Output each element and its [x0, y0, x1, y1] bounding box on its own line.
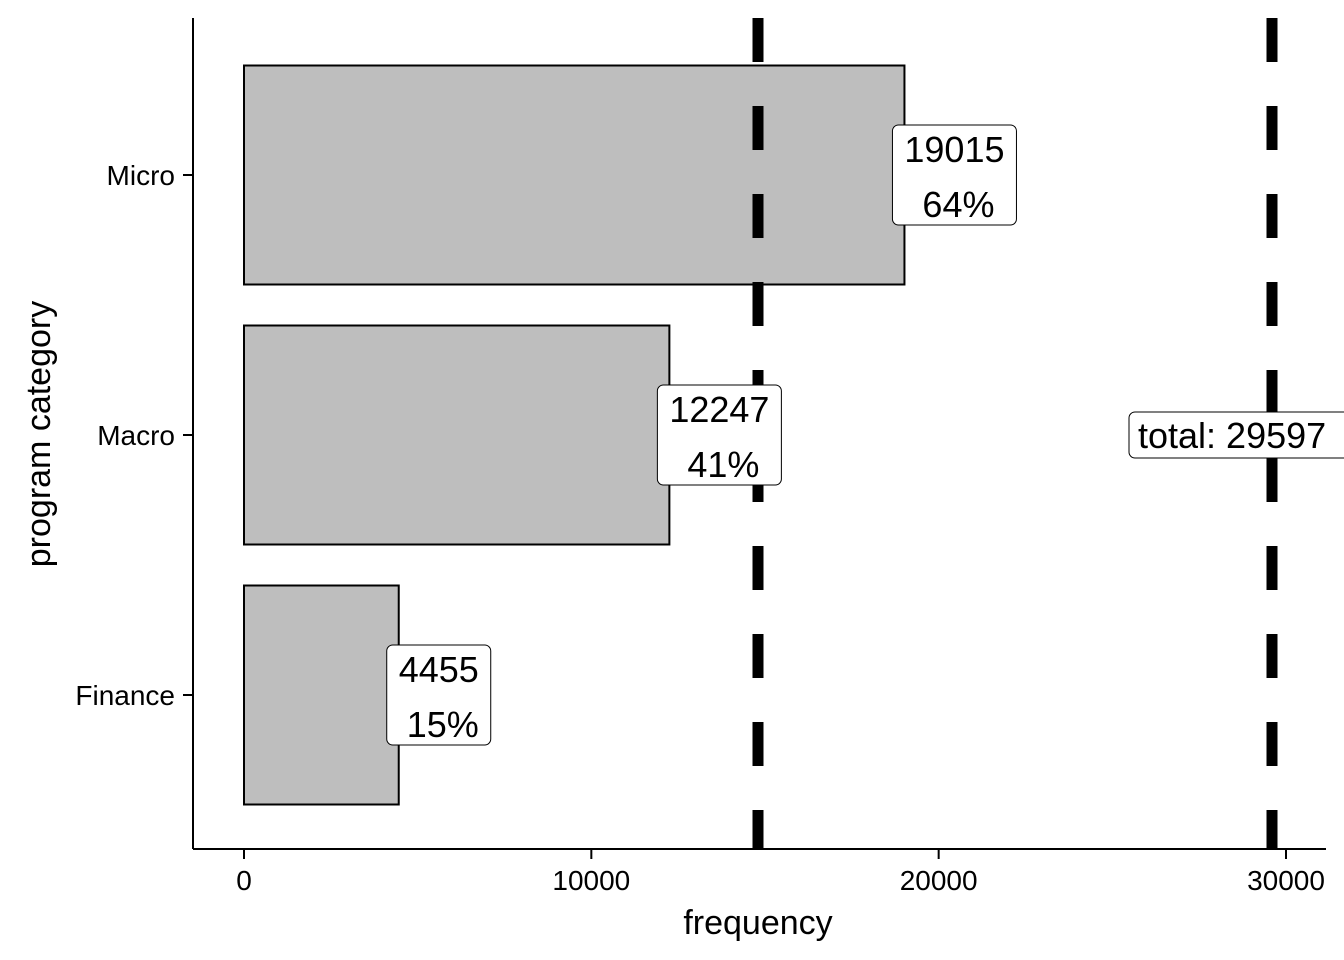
axes-layer: [192, 18, 1326, 850]
data-label-macro: 12247 41%: [656, 384, 782, 486]
data-label-value: 4455: [399, 649, 479, 690]
total-label-box: [1128, 411, 1344, 459]
data-label-box: [656, 384, 782, 486]
x-tick-label-20000: 20000: [900, 865, 978, 896]
bars-layer: [243, 64, 906, 806]
x-tick-label-10000: 10000: [552, 865, 630, 896]
x-tick-label-0: 0: [236, 865, 252, 896]
bar-finance: [243, 584, 400, 806]
data-label-micro: 19015 64%: [891, 124, 1017, 226]
data-label-value: 19015: [904, 129, 1004, 170]
x-tick-label-30000: 30000: [1247, 865, 1325, 896]
bar-micro: [243, 64, 906, 286]
data-label-box: [386, 644, 492, 746]
data-label-percent: 41%: [687, 444, 759, 485]
data-labels-layer: 4455 15% 12247 41% 19015 64% total: 29597: [386, 124, 1344, 746]
y-ticks-layer: Finance Macro Micro: [75, 160, 193, 711]
y-tick-label-micro: Micro: [107, 160, 175, 191]
total-label-text: total: 29597: [1138, 415, 1326, 456]
x-axis-title: frequency: [683, 904, 832, 942]
x-ticks-layer: 0 10000 20000 30000: [236, 849, 1325, 896]
data-label-value: 12247: [669, 389, 769, 430]
data-label-finance: 4455 15%: [386, 644, 492, 746]
data-label-box: [891, 124, 1017, 226]
y-tick-label-finance: Finance: [75, 680, 175, 711]
total-label: total: 29597: [1128, 411, 1344, 459]
y-axis-title: program category: [20, 301, 58, 567]
y-tick-label-macro: Macro: [97, 420, 175, 451]
data-label-percent: 15%: [407, 704, 479, 745]
data-label-percent: 64%: [922, 184, 994, 225]
bar-macro: [243, 324, 671, 546]
